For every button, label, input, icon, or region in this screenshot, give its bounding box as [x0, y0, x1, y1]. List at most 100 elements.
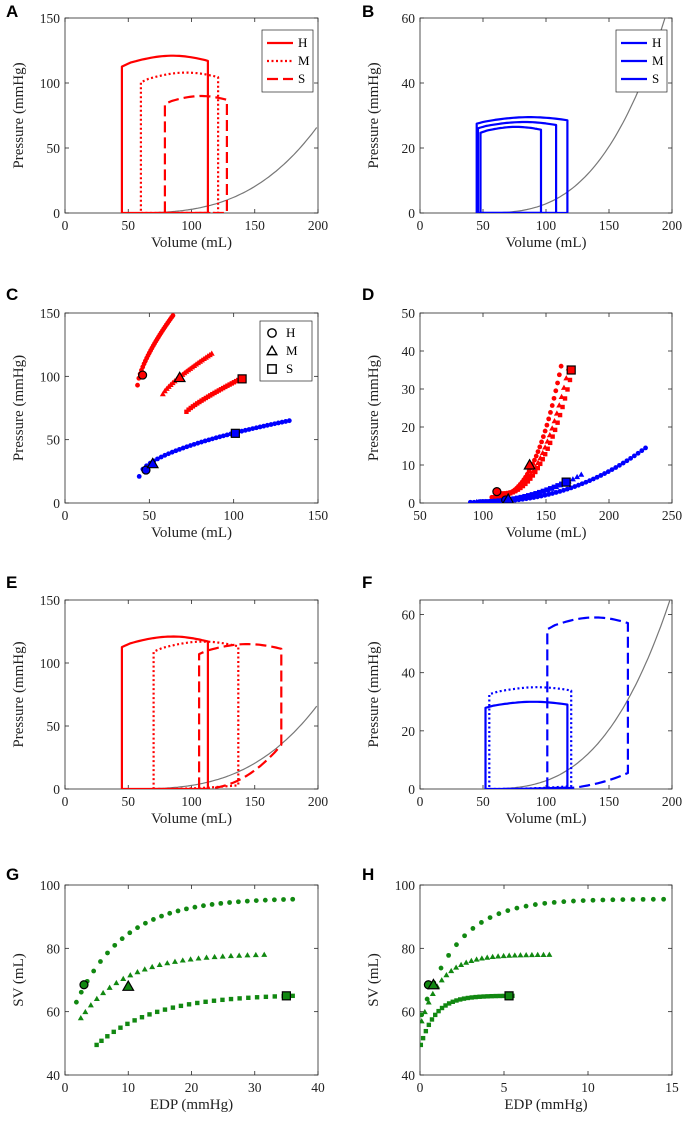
data-point — [532, 902, 538, 907]
data-point — [203, 954, 210, 960]
panel-c: C 0 50 100 150 0 50 100 150 Volume (mL) Pressure (… — [6, 285, 328, 541]
data-point — [594, 474, 600, 480]
data-point — [275, 420, 281, 426]
y-tick-label: 40 — [402, 344, 416, 359]
x-tick-label: 50 — [476, 218, 490, 233]
panel-letter: H — [362, 865, 374, 884]
data-point — [487, 915, 493, 921]
data-point — [209, 902, 215, 907]
highlight-point — [121, 979, 135, 991]
data-point — [484, 954, 491, 960]
data-point — [463, 959, 470, 965]
data-point — [454, 998, 459, 1003]
legend-label: M — [298, 53, 310, 68]
data-point — [465, 995, 471, 1001]
data-point — [171, 958, 178, 964]
data-point — [540, 434, 546, 440]
highlight-point — [237, 374, 247, 384]
data-point — [134, 968, 141, 975]
legend-marker — [267, 328, 277, 338]
legend-label: M — [286, 343, 298, 358]
legend-label: H — [286, 325, 295, 340]
data-point — [479, 920, 484, 925]
data-point — [141, 966, 148, 972]
data-point — [529, 492, 535, 497]
data-point — [569, 476, 576, 482]
data-point — [557, 412, 563, 418]
data-point — [155, 456, 160, 462]
data-point — [429, 1017, 435, 1022]
y-tick-label: 100 — [40, 76, 61, 91]
data-point — [132, 1018, 137, 1023]
x-axis-label: Volume (mL) — [506, 235, 587, 251]
data-point — [523, 903, 529, 909]
data-point — [135, 382, 140, 388]
data-point — [558, 363, 564, 369]
x-axis-label: Volume (mL) — [151, 235, 232, 251]
data-point — [147, 1012, 152, 1017]
x-tick-label: 250 — [662, 508, 683, 523]
data-point — [624, 458, 630, 464]
data-point — [286, 418, 292, 424]
data-point — [620, 897, 626, 903]
data-point — [542, 900, 548, 906]
data-point — [261, 423, 267, 429]
data-point — [572, 484, 578, 489]
data-point — [555, 483, 560, 488]
data-point — [191, 441, 197, 447]
data-point — [518, 494, 524, 500]
series-s — [420, 993, 515, 1048]
legend-label: H — [298, 35, 307, 50]
data-point — [170, 313, 176, 318]
data-point — [470, 926, 476, 931]
data-point — [237, 996, 242, 1001]
data-point — [106, 984, 113, 990]
x-tick-label: 0 — [62, 1080, 69, 1095]
y-tick-label: 10 — [402, 458, 416, 473]
data-point — [99, 1038, 104, 1044]
series-m — [159, 350, 215, 397]
data-point — [206, 437, 212, 443]
series-h — [73, 896, 296, 1005]
x-tick-label: 200 — [662, 218, 683, 233]
edpvr-curve — [121, 705, 318, 789]
legend-label: H — [652, 35, 661, 50]
highlight-point — [137, 370, 148, 380]
data-point — [448, 967, 455, 974]
data-point — [149, 963, 156, 970]
data-point — [661, 896, 666, 902]
data-point — [221, 433, 226, 439]
highlight-point — [561, 477, 571, 487]
legend-label: S — [298, 71, 305, 86]
data-point — [518, 485, 523, 491]
axes-box — [64, 312, 319, 504]
axes-box — [419, 312, 673, 504]
pv-loop-s — [546, 616, 629, 789]
data-point — [538, 461, 543, 467]
data-point — [630, 897, 636, 902]
data-point — [423, 1028, 429, 1034]
legend-marker — [267, 364, 277, 374]
data-point — [477, 994, 482, 999]
data-point — [179, 957, 186, 963]
data-point — [628, 455, 634, 461]
data-point — [540, 488, 546, 494]
data-point — [574, 473, 581, 480]
highlight-point — [281, 991, 291, 1001]
data-point — [236, 899, 241, 905]
data-point — [113, 979, 120, 986]
y-tick-label: 0 — [408, 206, 415, 221]
data-point — [534, 951, 541, 958]
data-point — [640, 896, 646, 902]
legend-label: S — [286, 361, 293, 376]
data-point — [111, 1029, 116, 1035]
data-point — [421, 1008, 428, 1015]
data-point — [610, 897, 616, 903]
data-point — [533, 453, 539, 459]
y-tick-label: 40 — [47, 1068, 61, 1083]
y-tick-label: 50 — [47, 433, 61, 448]
series-h — [135, 313, 176, 388]
pv-loop-s — [163, 94, 228, 213]
x-tick-label: 200 — [308, 218, 329, 233]
data-point — [520, 483, 526, 489]
